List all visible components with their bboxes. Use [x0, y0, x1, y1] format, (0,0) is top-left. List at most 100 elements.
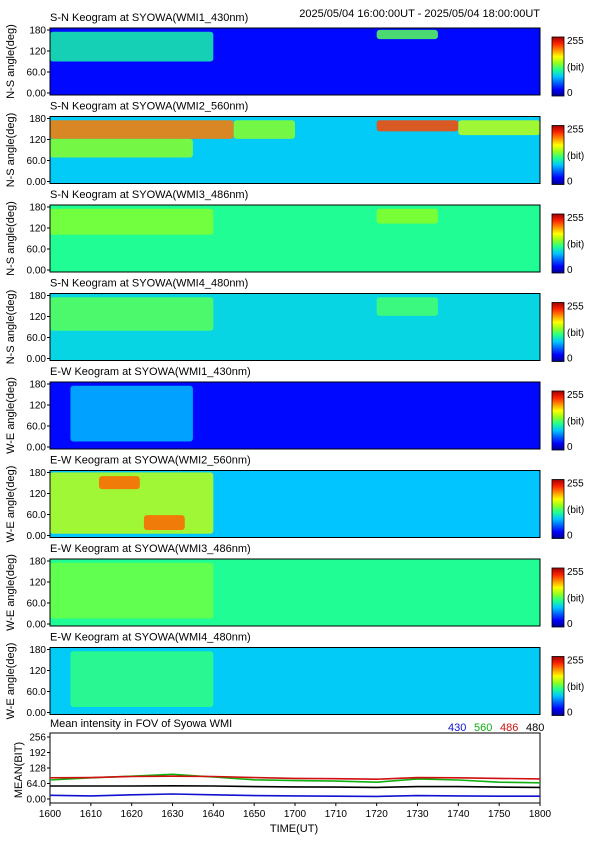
- mean-series-line-480: [50, 784, 541, 789]
- mean-plot-ylabel: MEAN(BIT): [13, 742, 25, 798]
- y-tick-label: 180: [29, 114, 46, 125]
- y-tick-label: 120: [29, 224, 46, 235]
- y-tick-label: 60.0: [27, 156, 47, 167]
- y-tick-label: 180: [29, 26, 46, 37]
- y-tick-label: 60.0: [27, 422, 47, 433]
- keogram-emission-region: [376, 297, 438, 316]
- colorbar-max-label: 255: [567, 390, 584, 401]
- mean-series-line-486: [49, 775, 541, 781]
- colorbar: [551, 302, 565, 362]
- colorbar: [551, 567, 565, 628]
- y-tick-label: 120: [29, 312, 46, 323]
- colorbar: [551, 213, 565, 274]
- colorbar: [551, 125, 565, 185]
- colorbar-min-label: 0: [567, 177, 573, 188]
- colorbar-unit-label: (bit): [567, 594, 584, 605]
- keogram-title: S-N Keogram at SYOWA(WMI2_560nm): [50, 101, 248, 113]
- colorbar-max-label: 255: [567, 36, 584, 47]
- keogram-emission-region: [70, 651, 214, 708]
- mean-y-tick-label: 256: [29, 733, 46, 744]
- y-tick-label: 120: [29, 489, 46, 500]
- y-tick-label: 120: [29, 401, 46, 412]
- keogram-title: E-W Keogram at SYOWA(WMI3_486nm): [50, 543, 251, 555]
- y-tick-label: 120: [29, 135, 46, 146]
- keogram-ylabel: W-E angle(deg): [5, 554, 17, 631]
- mean-x-tick-label: 1710: [325, 809, 348, 820]
- y-tick-label: 60.0: [27, 510, 47, 521]
- legend-entry-430: 430: [448, 722, 466, 734]
- colorbar-min-label: 0: [567, 442, 573, 453]
- keogram-emission-region: [50, 297, 214, 331]
- mean-y-tick-label: 128: [29, 764, 46, 775]
- keogram-emission-region: [233, 120, 295, 139]
- colorbar-min-label: 0: [567, 708, 573, 719]
- keogram-title: E-W Keogram at SYOWA(WMI4_480nm): [50, 632, 251, 644]
- mean-x-tick-label: 1620: [121, 809, 144, 820]
- keogram-frame: [49, 116, 541, 184]
- keogram-panel: S-N Keogram at SYOWA(WMI3_486nm) 180 120 60…: [5, 189, 584, 277]
- mean-x-tick-label: 1700: [284, 809, 307, 820]
- keogram-frame: [49, 381, 541, 450]
- keogram-panel: E-W Keogram at SYOWA(WMI4_480nm) 180 120 60…: [5, 632, 584, 720]
- y-tick-label: 120: [29, 666, 46, 677]
- colorbar-min-label: 0: [567, 354, 573, 365]
- keogram-panel: S-N Keogram at SYOWA(WMI2_560nm) 180 120 60…: [5, 101, 584, 189]
- colorbar-max-label: 255: [567, 656, 584, 667]
- mean-x-tick-label: 1650: [243, 809, 266, 820]
- colorbar: [551, 390, 565, 451]
- y-tick-label: 180: [29, 203, 46, 214]
- keogram-frame: [49, 27, 541, 96]
- keogram-emission-region: [376, 208, 438, 224]
- keogram-emission-region: [50, 31, 214, 62]
- keogram-ylabel: N-S angle(deg): [5, 113, 17, 188]
- mean-plot-frame: [49, 732, 541, 804]
- colorbar-min-label: 0: [567, 531, 573, 542]
- y-tick-label: 60.0: [27, 68, 47, 79]
- y-tick-label: 180: [29, 468, 46, 479]
- colorbar-max-label: 255: [567, 213, 584, 224]
- keogram-emission-region: [50, 138, 193, 158]
- y-tick-label: 180: [29, 645, 46, 656]
- time-range-header: 2025/05/04 16:00:00UT - 2025/05/04 18:00…: [299, 8, 540, 20]
- legend-entry-560: 560: [474, 722, 492, 734]
- y-tick-label: 0.00: [27, 708, 47, 719]
- y-tick-label: 0.00: [27, 354, 47, 365]
- y-tick-label: 0.00: [27, 177, 47, 188]
- mean-x-tick-label: 1750: [488, 809, 511, 820]
- keogram-panel: E-W Keogram at SYOWA(WMI1_430nm) 180 120 60…: [5, 366, 584, 454]
- keogram-panel: S-N Keogram at SYOWA(WMI4_480nm) 180 120 60…: [5, 278, 584, 366]
- mean-x-tick-label: 1600: [39, 809, 62, 820]
- colorbar-unit-label: (bit): [567, 328, 584, 339]
- y-tick-label: 0.00: [27, 531, 47, 542]
- colorbar: [551, 36, 565, 97]
- keogram-panel: S-N Keogram at SYOWA(WMI1_430nm) 180 120 60…: [5, 12, 584, 100]
- mean-x-tick-label: 1610: [80, 809, 103, 820]
- keogram-panels: S-N Keogram at SYOWA(WMI1_430nm) 180 120 60…: [5, 12, 584, 719]
- colorbar-min-label: 0: [567, 265, 573, 276]
- keogram-emission-region: [458, 120, 540, 136]
- y-tick-label: 120: [29, 578, 46, 589]
- mean-x-tick-label: 1640: [202, 809, 225, 820]
- colorbar-unit-label: (bit): [567, 63, 584, 74]
- keogram-frame: [49, 558, 541, 627]
- mean-x-tick-label: 1720: [366, 809, 389, 820]
- keogram-frame: [49, 204, 541, 273]
- keogram-title: E-W Keogram at SYOWA(WMI1_430nm): [50, 366, 251, 378]
- colorbar-unit-label: (bit): [567, 505, 584, 516]
- keogram-emission-region: [376, 29, 438, 40]
- colorbar: [551, 479, 565, 539]
- colorbar-max-label: 255: [567, 479, 584, 490]
- colorbar-max-label: 255: [567, 567, 584, 578]
- mean-plot-xlabel: TIME(UT): [270, 823, 318, 835]
- mean-plot-legend: 430 560 486 480: [448, 722, 544, 734]
- colorbar-unit-label: (bit): [567, 240, 584, 251]
- colorbar-unit-label: (bit): [567, 151, 584, 162]
- keogram-ylabel: N-S angle(deg): [5, 290, 17, 365]
- y-tick-label: 60.0: [27, 245, 47, 256]
- legend-entry-480: 480: [526, 722, 544, 734]
- y-tick-label: 0.00: [27, 620, 47, 631]
- keogram-frame: [49, 470, 541, 538]
- keogram-emission-region: [50, 208, 214, 235]
- keogram-emission-region: [50, 120, 234, 139]
